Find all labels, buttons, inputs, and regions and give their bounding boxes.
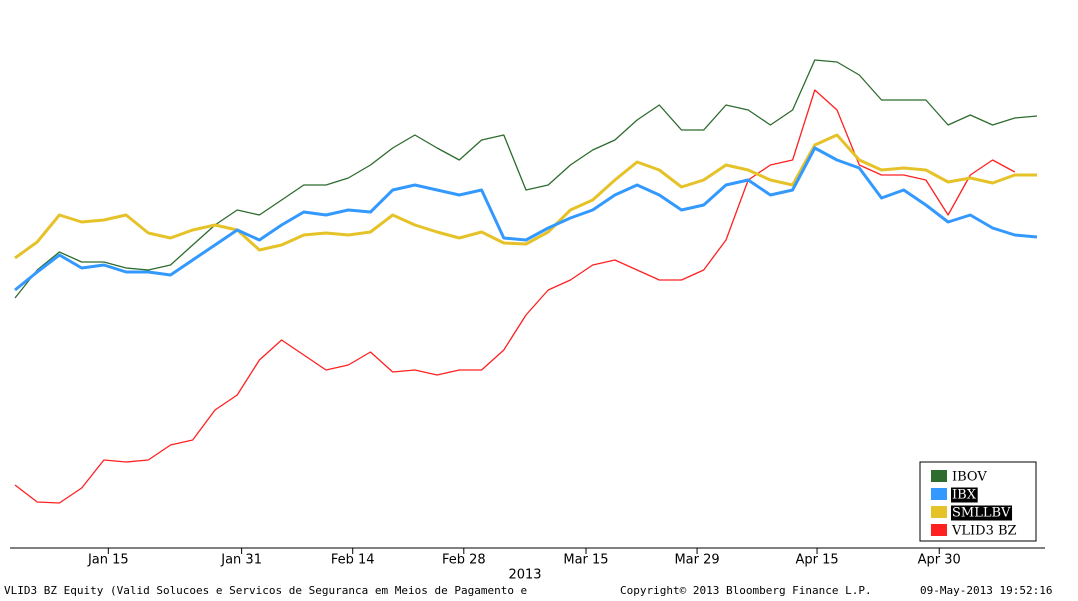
series-line — [14, 59, 1038, 299]
legend-swatch — [931, 524, 947, 536]
legend-label: SMLLBV — [952, 506, 1011, 521]
x-tick-label: Jan 31 — [220, 553, 262, 568]
legend-label-highlight — [951, 505, 1013, 521]
footer-copyright: Copyright© 2013 Bloomberg Finance L.P. — [620, 584, 872, 597]
x-tick-label: Feb 28 — [442, 553, 486, 568]
series-line — [14, 133, 1037, 260]
legend-label: IBX — [952, 488, 977, 503]
legend-swatch — [931, 470, 947, 482]
legend-label-highlight — [951, 487, 978, 503]
series-line — [14, 89, 1016, 504]
x-tick-label: Mar 15 — [563, 553, 608, 568]
legend-swatch — [931, 506, 947, 518]
x-tick-label: Apr 15 — [795, 553, 838, 568]
legend-label: VLID3 BZ — [951, 524, 1017, 539]
footer-description: VLID3 BZ Equity (Valid Solucoes e Servic… — [4, 584, 527, 597]
footer-timestamp: 09-May-2013 19:52:16 — [920, 584, 1052, 597]
x-tick-label: Apr 30 — [918, 553, 961, 568]
x-axis-label: 2013 — [508, 568, 541, 583]
x-tick-label: Mar 29 — [674, 553, 719, 568]
x-tick-label: Feb 14 — [331, 553, 375, 568]
legend-label: IBOV — [952, 470, 987, 485]
legend-swatch — [931, 488, 947, 500]
series-line — [14, 146, 1038, 292]
x-tick-label: Jan 15 — [87, 553, 129, 568]
